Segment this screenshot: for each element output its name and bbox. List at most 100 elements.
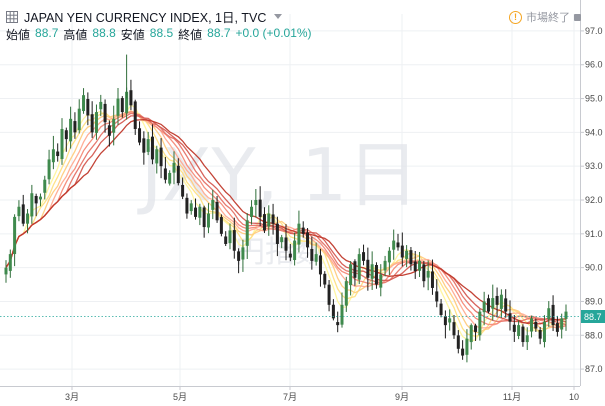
- candle: [99, 94, 103, 117]
- candle: [297, 210, 301, 253]
- candle: [439, 299, 443, 318]
- y-tick-label: 95.0: [585, 94, 603, 104]
- y-tick-label: 92.0: [585, 195, 603, 205]
- candle: [228, 223, 232, 250]
- candle: [181, 177, 185, 200]
- market-status-text: 市場終了: [526, 12, 570, 24]
- candle: [400, 232, 404, 267]
- candle: [250, 200, 254, 225]
- candles: [4, 54, 568, 363]
- candle: [13, 214, 17, 267]
- candle: [8, 249, 12, 278]
- candle: [555, 315, 559, 337]
- candle: [293, 232, 297, 266]
- candle: [237, 248, 241, 274]
- candle: [327, 280, 331, 312]
- candle: [215, 196, 219, 223]
- candle: [112, 105, 116, 146]
- candle: [448, 309, 452, 331]
- candle: [495, 287, 499, 318]
- candle: [564, 304, 568, 331]
- candle: [159, 138, 163, 179]
- grid-icon[interactable]: [6, 10, 18, 23]
- candle: [542, 315, 546, 348]
- candle: [168, 170, 172, 186]
- candle: [413, 251, 417, 279]
- candle: [138, 121, 142, 146]
- candle: [461, 340, 465, 360]
- candle: [56, 143, 60, 162]
- candle: [120, 96, 124, 118]
- y-tick-label: 88.0: [585, 330, 603, 340]
- candle: [262, 207, 266, 234]
- candle: [26, 209, 30, 234]
- open-value: 88.7: [35, 26, 59, 40]
- x-tick-label: 3月: [65, 392, 79, 402]
- candle: [318, 248, 322, 287]
- y-tick-label: 94.0: [585, 127, 603, 137]
- candle: [64, 127, 68, 152]
- candle: [508, 300, 512, 331]
- chart-title: JAPAN YEN CURRENCY INDEX, 1日, TVC: [24, 11, 267, 25]
- x-tick-label: 10: [569, 392, 579, 402]
- candle: [51, 135, 55, 170]
- candle: [254, 188, 258, 218]
- x-tick-label: 9月: [395, 392, 409, 402]
- candle: [202, 205, 206, 238]
- close-label: 終値: [178, 28, 203, 42]
- candle: [172, 151, 176, 185]
- candle: [530, 315, 534, 338]
- legend-title-row: JAPAN YEN CURRENCY INDEX, 1日, TVC: [6, 7, 283, 26]
- candle: [517, 320, 521, 340]
- candle: [362, 244, 366, 266]
- candle: [17, 200, 21, 222]
- candle: [82, 88, 86, 114]
- y-tick-label: 91.0: [585, 229, 603, 239]
- candle: [310, 236, 314, 270]
- candle: [538, 326, 542, 345]
- market-status: ! 市場終了: [509, 9, 581, 25]
- candle: [323, 271, 327, 289]
- candle: [155, 145, 159, 174]
- candle: [306, 228, 310, 258]
- candle: [396, 233, 400, 251]
- candle: [435, 279, 439, 308]
- candle: [499, 289, 503, 318]
- candle: [443, 310, 447, 339]
- candle: [185, 193, 189, 219]
- candle: [73, 112, 77, 139]
- candle: [146, 131, 150, 156]
- candle: [189, 200, 193, 215]
- y-tick-label: 97.0: [585, 26, 603, 36]
- candle: [422, 260, 426, 288]
- high-value: 88.8: [92, 26, 116, 40]
- candle: [374, 262, 378, 289]
- candle: [163, 156, 167, 184]
- candle: [521, 324, 525, 347]
- candle: [452, 314, 456, 339]
- candle: [525, 327, 529, 351]
- candle: [512, 315, 516, 342]
- candle: [482, 291, 486, 326]
- warning-icon: !: [509, 10, 522, 24]
- candle: [456, 330, 460, 354]
- candle: [465, 329, 469, 363]
- candle: [133, 99, 137, 135]
- candle: [344, 276, 348, 312]
- candle: [241, 239, 245, 272]
- chevron-down-icon[interactable]: [274, 14, 283, 19]
- candle: [366, 247, 370, 291]
- candle: [258, 186, 262, 227]
- chart-header: JAPAN YEN CURRENCY INDEX, 1日, TVC 始値 88.7…: [0, 0, 605, 46]
- candle: [469, 323, 473, 350]
- candle: [271, 203, 275, 235]
- candle: [38, 193, 42, 207]
- candle: [211, 189, 215, 220]
- candle: [387, 247, 391, 275]
- change-value: +0.0 (+0.01%): [235, 26, 312, 40]
- x-tick-label: 7月: [283, 392, 297, 402]
- candle: [349, 261, 353, 296]
- candle: [90, 101, 94, 138]
- candle: [21, 194, 25, 227]
